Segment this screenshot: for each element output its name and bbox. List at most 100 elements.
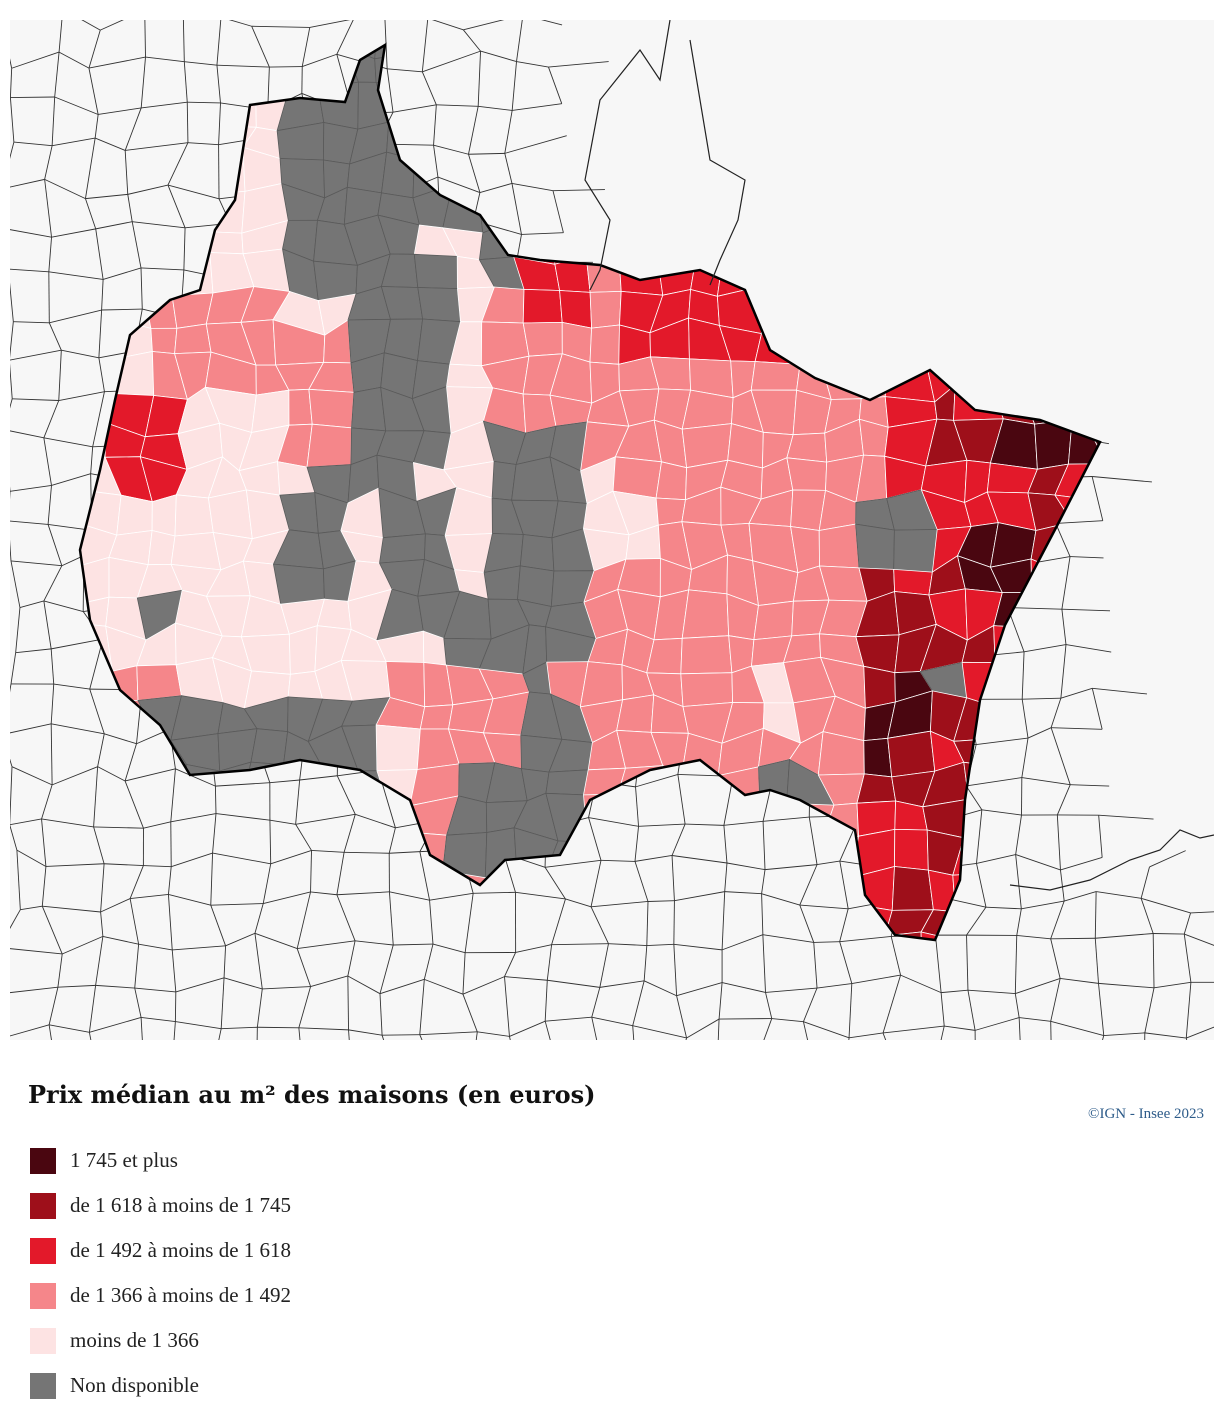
map-area — [990, 121, 1035, 156]
map-area — [1125, 628, 1170, 671]
map-area — [1030, 154, 1074, 194]
map-area — [514, 1039, 562, 1040]
map-area — [10, 459, 50, 503]
map-area — [279, 764, 326, 810]
map-area — [988, 215, 1038, 259]
map-area — [1102, 254, 1132, 291]
map-area — [788, 53, 825, 96]
map-area — [824, 288, 865, 331]
map-area — [887, 730, 936, 778]
map-area — [1199, 969, 1214, 1014]
map-area — [759, 259, 786, 299]
map-area — [953, 384, 1004, 421]
map-area — [205, 794, 256, 840]
map-area — [1090, 828, 1100, 874]
map-area — [794, 115, 832, 160]
map-area — [1200, 258, 1214, 292]
map-area — [1095, 560, 1100, 598]
map-area — [850, 292, 897, 328]
map-area — [80, 48, 121, 94]
map-area — [586, 45, 631, 64]
map-area — [1025, 45, 1071, 64]
map-area — [410, 869, 457, 910]
map-area — [759, 864, 800, 914]
map-area — [10, 704, 45, 740]
map-area — [782, 221, 827, 264]
map-area — [1192, 863, 1215, 910]
map-area — [1194, 1014, 1214, 1040]
map-area — [893, 568, 933, 596]
map-area — [1063, 625, 1100, 675]
map-area — [80, 360, 87, 394]
choropleth-map[interactable] — [10, 20, 1214, 1040]
map-area — [1058, 561, 1099, 607]
map-area — [1123, 936, 1169, 967]
map-area — [648, 868, 693, 910]
map-area — [104, 860, 152, 911]
map-area — [899, 217, 926, 263]
map-area — [990, 79, 1035, 131]
map-area — [10, 593, 45, 638]
map-area — [318, 970, 358, 1003]
map-area — [1165, 79, 1201, 125]
map-area — [788, 88, 832, 123]
map-area — [785, 1033, 833, 1040]
map-area — [721, 84, 761, 126]
map-area — [558, 161, 593, 190]
map-area — [964, 286, 1006, 333]
map-area — [10, 220, 46, 259]
map-area — [1093, 55, 1100, 97]
map-area — [282, 860, 311, 908]
map-area — [80, 386, 87, 432]
map-area — [514, 81, 561, 131]
map-area — [614, 835, 651, 870]
map-area — [1101, 727, 1141, 776]
map-area — [1069, 290, 1100, 328]
map-area — [896, 158, 938, 195]
map-area — [36, 1008, 80, 1040]
map-area — [80, 113, 114, 158]
map-area — [177, 828, 221, 880]
map-area — [1125, 257, 1168, 289]
map-area — [580, 180, 629, 232]
map-area — [184, 764, 221, 804]
map-area — [785, 997, 833, 1040]
map-area — [579, 906, 616, 940]
legend-list: 1 745 et plus de 1 618 à moins de 1 745 … — [30, 1138, 291, 1408]
map-area — [10, 20, 45, 59]
map-area — [1036, 184, 1069, 224]
map-area — [720, 45, 767, 94]
map-area — [997, 282, 1028, 322]
map-area — [1126, 901, 1170, 945]
map-area — [10, 802, 47, 833]
map-area — [994, 932, 1035, 940]
map-area — [612, 456, 662, 499]
map-area — [1063, 667, 1092, 703]
map-area — [136, 792, 187, 841]
map-area — [1163, 759, 1202, 803]
map-area — [1020, 877, 1068, 906]
map-area — [1054, 45, 1100, 64]
map-area — [1058, 759, 1100, 798]
map-area — [107, 732, 154, 765]
map-area — [782, 250, 825, 299]
map-area — [10, 431, 48, 465]
map-area — [309, 832, 360, 863]
map-area — [1203, 529, 1214, 572]
map-area — [545, 769, 589, 796]
map-area — [1066, 835, 1098, 879]
map-area — [173, 963, 209, 1010]
map-area — [10, 766, 47, 801]
map-area — [411, 83, 457, 129]
map-area — [821, 835, 860, 879]
map-panel[interactable] — [10, 20, 1214, 1040]
map-area — [952, 194, 999, 223]
map-area — [80, 386, 107, 424]
map-area — [80, 832, 81, 880]
map-area — [766, 997, 785, 1033]
map-area — [519, 896, 563, 940]
map-area — [1097, 45, 1100, 60]
map-area — [758, 758, 790, 804]
map-area — [655, 461, 688, 501]
map-area — [10, 897, 50, 940]
